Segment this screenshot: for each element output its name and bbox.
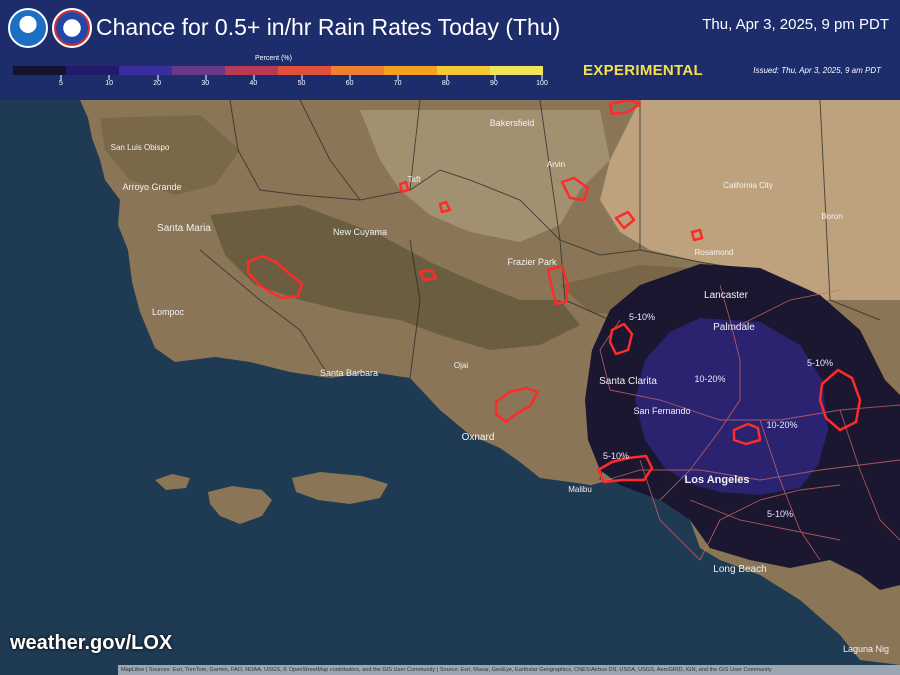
burn-scar-taft-2 (438, 200, 452, 214)
place-label: Rosamond (695, 248, 734, 257)
probability-label: 5-10% (807, 358, 833, 368)
experimental-badge: EXPERIMENTAL (583, 62, 703, 79)
probability-area-10-20 (635, 318, 828, 495)
legend-labels: 5 10 20 30 40 50 60 70 80 90 100 (0, 80, 560, 92)
place-label: Taft (408, 175, 422, 184)
place-label: San Fernando (633, 406, 690, 416)
legend-color-bar (13, 66, 543, 75)
place-label: California City (723, 181, 773, 190)
coastal-mountains (100, 115, 240, 195)
legend-swatch (172, 66, 225, 75)
place-label: New Cuyama (333, 227, 387, 237)
legend-swatch (437, 66, 490, 75)
place-label: Santa Clarita (599, 376, 657, 387)
place-label: Palmdale (713, 322, 755, 333)
map-attribution: MapLibre | Sources: Esri, TomTom, Garmin… (118, 665, 900, 675)
header-panel: Chance for 0.5+ in/hr Rain Rates Today (… (0, 0, 900, 100)
place-label: Laguna Nig (843, 644, 889, 654)
probability-label: 10-20% (766, 420, 797, 430)
legend-tick-label: 40 (249, 80, 258, 87)
legend-tick-label: 10 (105, 80, 113, 87)
probability-label: 5-10% (629, 312, 655, 322)
burn-scar-zaca (246, 254, 304, 300)
burn-scar-north (608, 98, 642, 116)
legend-swatch (490, 66, 543, 75)
legend-swatch (66, 66, 119, 75)
legend-swatch (225, 66, 278, 75)
place-label: Santa Barbara (320, 368, 378, 378)
probability-label: 10-20% (694, 374, 725, 384)
burn-scar-rosamond (690, 228, 704, 242)
legend-tick-label: 100 (536, 80, 548, 87)
place-label: Oxnard (462, 432, 495, 443)
place-label: Arroyo Grande (122, 182, 181, 192)
legend-swatch (384, 66, 437, 75)
highways (589, 284, 900, 561)
place-label: Lompoc (152, 307, 185, 317)
legend-swatch (331, 66, 384, 75)
island-santa-cruz (292, 472, 388, 504)
legend-title: Percent (%) (255, 55, 292, 62)
legend-swatch (119, 66, 172, 75)
site-url[interactable]: weather.gov/LOX (10, 632, 173, 654)
burn-scar-thomas (494, 386, 540, 424)
issued-time: Issued: Thu, Apr 3, 2025, 9 am PDT (753, 66, 881, 75)
place-label: Arvin (547, 160, 565, 169)
mountain-ranges (210, 205, 580, 350)
legend-swatch (278, 66, 331, 75)
legend-tick-label: 20 (153, 80, 162, 87)
burn-scar-taft-1 (398, 180, 410, 194)
place-label: Los Angeles (685, 474, 750, 486)
legend-tick-label: 90 (489, 80, 498, 87)
burn-scar-eaton (732, 422, 762, 446)
burn-scar-bobcat (818, 368, 862, 432)
legend-tick-label: 80 (441, 80, 450, 87)
legend-tick-label: 70 (393, 80, 402, 87)
place-label: Ojai (454, 361, 468, 370)
burn-scar-pine (546, 264, 570, 306)
legend-tick-label: 60 (345, 80, 354, 87)
burn-scars (246, 98, 862, 484)
place-label: San Luis Obispo (111, 143, 170, 152)
legend-ticks (60, 75, 543, 80)
burn-scar-santa-clarita (608, 322, 634, 356)
place-label: Long Beach (713, 564, 766, 575)
desert-region (600, 100, 900, 300)
island-san-miguel (155, 474, 190, 490)
central-valley (360, 110, 610, 242)
probability-label: 5-10% (603, 451, 629, 461)
probability-label: 5-10% (767, 509, 793, 519)
place-label: Boron (821, 212, 842, 221)
burn-scar-palisades (596, 454, 654, 484)
island-santa-rosa (208, 486, 272, 524)
place-label: Bakersfield (490, 118, 535, 128)
place-label: Frazier Park (507, 257, 557, 267)
legend-tick-label: 50 (297, 80, 306, 87)
legend-swatch (13, 66, 66, 75)
legend-tick-label: 5 (59, 80, 63, 87)
nws-logo (52, 8, 92, 48)
page-title: Chance for 0.5+ in/hr Rain Rates Today (… (96, 14, 561, 40)
place-label: Santa Maria (157, 223, 211, 234)
noaa-logo (8, 8, 48, 48)
burn-scar-cuyama (418, 268, 438, 282)
place-label: Lancaster (704, 290, 749, 301)
valid-time: Thu, Apr 3, 2025, 9 pm PDT (702, 16, 889, 33)
burn-scar-arvin (560, 176, 590, 202)
burn-scar-tehachapi (614, 210, 636, 230)
place-label: Malibu (568, 485, 592, 494)
legend-tick-label: 30 (201, 80, 210, 87)
